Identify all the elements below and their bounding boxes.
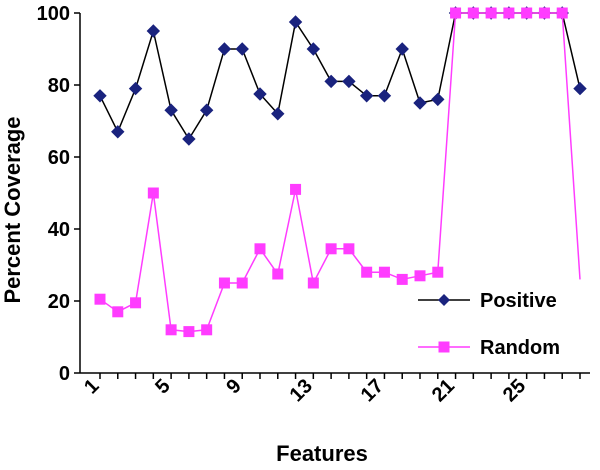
data-point	[431, 92, 445, 107]
data-point	[112, 306, 124, 318]
data-point	[271, 107, 285, 121]
data-point	[467, 7, 479, 19]
data-point	[325, 243, 337, 255]
y-tick-label: 100	[37, 3, 70, 25]
data-point	[130, 297, 142, 309]
data-point	[414, 270, 426, 282]
data-point	[288, 15, 303, 29]
y-tick-label: 60	[48, 147, 70, 169]
x-tick-label: 13	[286, 375, 317, 406]
legend-marker	[438, 294, 450, 306]
data-point	[290, 183, 302, 195]
data-point	[146, 24, 161, 38]
series-line	[99, 12, 581, 141]
data-point	[254, 243, 266, 255]
data-point	[307, 277, 319, 289]
y-tick-label: 80	[48, 75, 70, 97]
data-point	[395, 42, 409, 56]
data-point	[450, 7, 462, 19]
data-point	[183, 326, 195, 338]
data-point	[94, 293, 106, 305]
x-axis-title: Features	[276, 441, 368, 465]
data-point	[111, 125, 125, 139]
legend-item-random: Random	[418, 337, 560, 359]
data-point	[199, 103, 214, 117]
data-point	[201, 324, 213, 336]
data-point	[359, 89, 374, 103]
series-layer	[93, 6, 587, 338]
data-point	[432, 266, 444, 278]
x-tick-label: 21	[428, 375, 459, 406]
y-tick-label: 40	[48, 219, 70, 241]
data-point	[93, 89, 107, 103]
data-point	[164, 103, 178, 117]
series-random	[94, 7, 581, 338]
data-point	[377, 89, 392, 103]
data-point	[324, 74, 338, 89]
x-tick-label: 25	[499, 375, 530, 406]
data-point	[485, 7, 497, 19]
y-tick-label: 0	[59, 363, 70, 385]
data-point	[378, 266, 390, 278]
data-point	[413, 96, 427, 110]
data-point	[217, 42, 232, 56]
data-point	[573, 81, 587, 96]
data-point	[235, 42, 249, 56]
data-point	[306, 42, 321, 56]
data-point	[503, 7, 515, 19]
data-point	[236, 277, 248, 289]
legend-label: Random	[480, 337, 560, 359]
data-point	[128, 81, 143, 96]
data-point	[538, 7, 550, 19]
data-point	[342, 74, 356, 89]
data-point	[361, 266, 373, 278]
legend-marker	[438, 341, 450, 353]
data-point	[165, 324, 177, 336]
x-tick-label: 17	[357, 375, 388, 406]
legend: Positive Random	[418, 290, 560, 359]
data-point	[253, 87, 267, 101]
data-point	[556, 7, 568, 19]
y-tick-label: 20	[48, 291, 70, 313]
data-point	[218, 277, 230, 289]
data-point	[343, 243, 355, 255]
data-point	[272, 268, 284, 280]
y-axis-title: Percent Coverage	[0, 116, 25, 303]
data-point	[147, 187, 159, 199]
legend-item-positive: Positive	[418, 290, 557, 312]
data-point	[521, 7, 533, 19]
data-point	[396, 273, 408, 285]
data-point	[182, 132, 196, 146]
series-line	[99, 12, 581, 333]
legend-label: Positive	[480, 290, 557, 312]
series-positive	[93, 6, 587, 146]
